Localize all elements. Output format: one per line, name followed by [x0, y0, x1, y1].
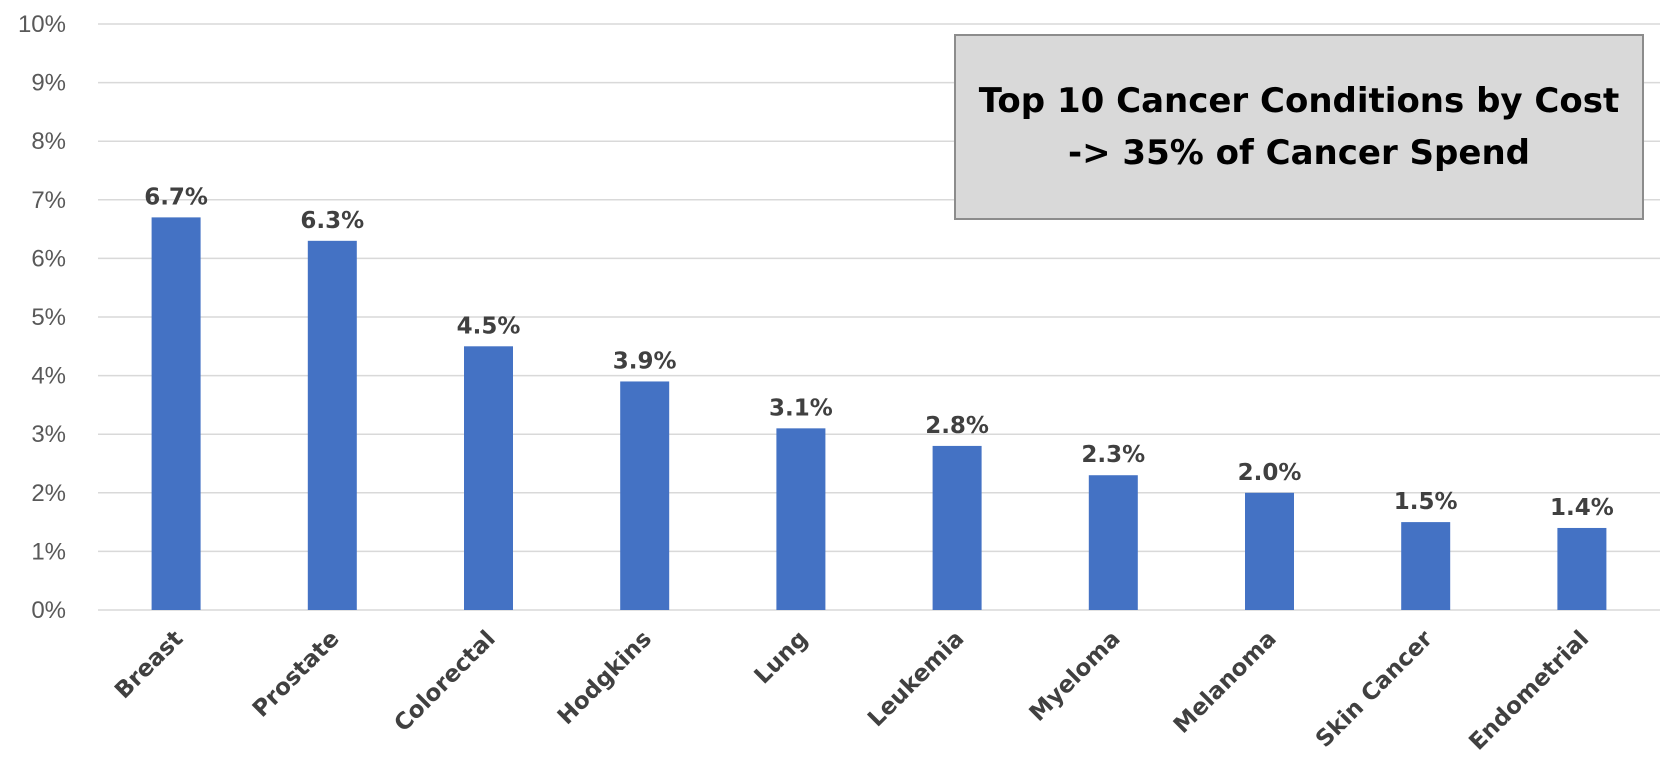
callout-line-1: Top 10 Cancer Conditions by Cost	[978, 81, 1620, 121]
y-tick-label: 7%	[31, 187, 66, 214]
data-label: 4.5%	[457, 313, 521, 339]
data-label: 2.3%	[1081, 442, 1145, 468]
data-label: 2.8%	[925, 413, 989, 439]
data-label: 3.1%	[769, 395, 833, 421]
data-label: 2.0%	[1238, 460, 1302, 486]
data-label: 6.7%	[144, 184, 208, 210]
bar	[307, 240, 357, 610]
bar	[776, 428, 826, 610]
bar	[151, 217, 201, 610]
y-tick-label: 0%	[31, 597, 66, 624]
y-tick-label: 8%	[31, 128, 66, 155]
category-label: Prostate	[248, 626, 345, 723]
y-tick-label: 10%	[18, 11, 66, 38]
bar	[1245, 492, 1294, 610]
category-label: Leukemia	[863, 626, 969, 732]
y-tick-label: 5%	[31, 304, 66, 331]
bar	[1088, 475, 1138, 610]
category-label: Lung	[750, 626, 814, 690]
category-label: Breast	[110, 626, 188, 704]
data-label: 1.4%	[1550, 495, 1614, 521]
bar	[620, 381, 670, 610]
callout-box: Top 10 Cancer Conditions by Cost -> 35% …	[954, 34, 1644, 220]
bar	[464, 346, 513, 610]
y-tick-label: 9%	[31, 70, 66, 97]
y-tick-label: 3%	[31, 421, 66, 448]
y-tick-label: 1%	[31, 538, 66, 565]
category-label: Colorectal	[389, 626, 500, 737]
data-label: 1.5%	[1394, 489, 1458, 515]
bar	[1401, 522, 1451, 610]
callout-line-2: -> 35% of Cancer Spend	[1068, 133, 1530, 173]
category-label: Myeloma	[1025, 626, 1126, 727]
bar	[1557, 527, 1607, 610]
y-tick-label: 2%	[31, 480, 66, 507]
y-tick-label: 4%	[31, 363, 66, 390]
category-label: Hodgkins	[553, 626, 657, 730]
category-label: Endometrial	[1464, 626, 1594, 756]
bar	[932, 445, 982, 610]
data-label: 6.3%	[300, 208, 364, 234]
y-tick-label: 6%	[31, 245, 66, 272]
category-label: Melanoma	[1169, 626, 1282, 739]
data-label: 3.9%	[613, 348, 677, 374]
category-label: Skin Cancer	[1311, 625, 1438, 752]
